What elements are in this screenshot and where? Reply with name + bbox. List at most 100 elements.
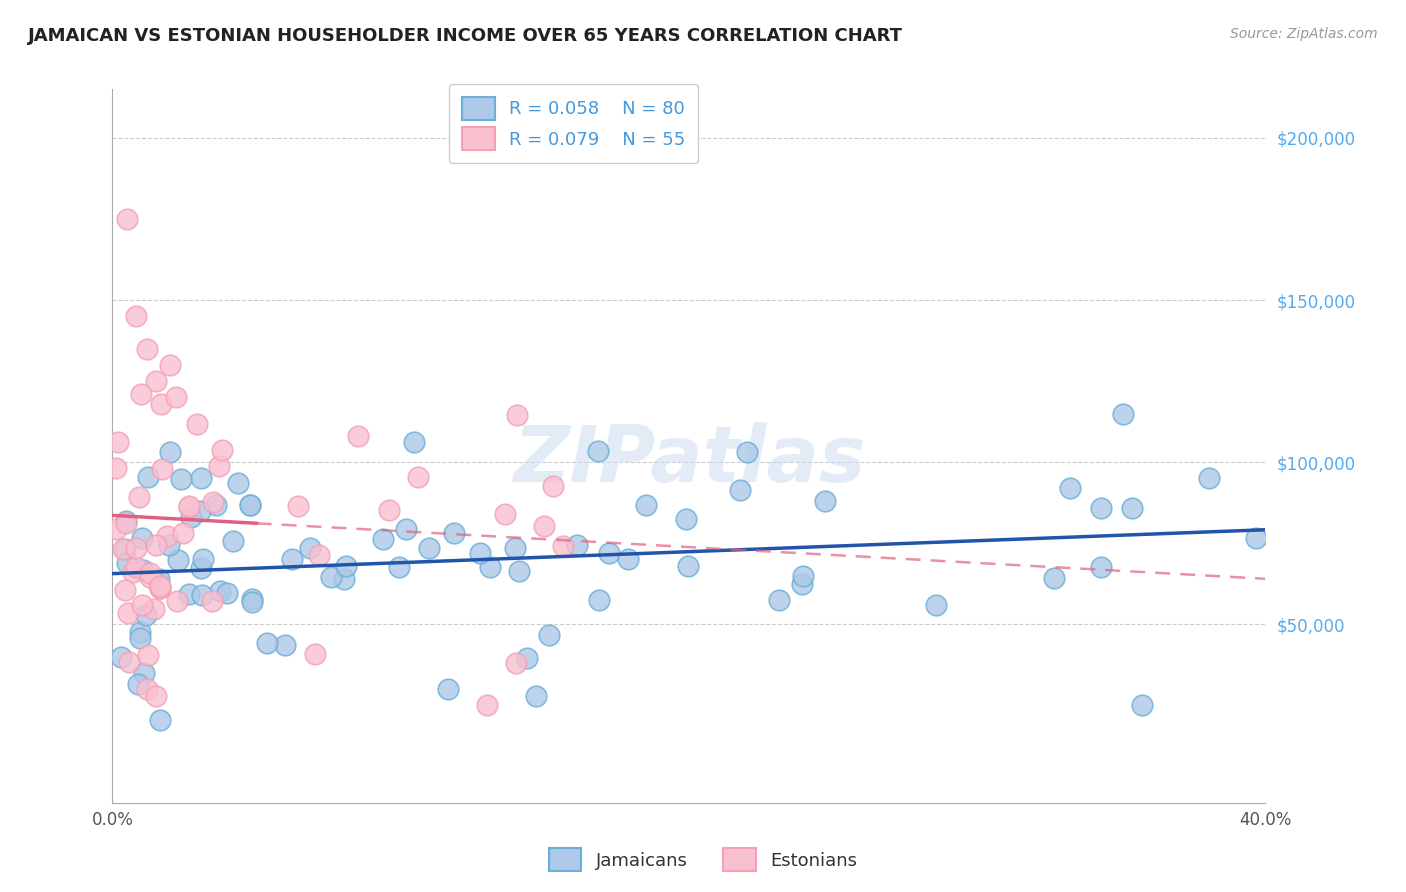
- Point: [118, 655, 141, 669]
- Point: [298, 541, 321, 555]
- Point: [190, 561, 212, 575]
- Point: [388, 559, 411, 574]
- Point: [136, 682, 159, 697]
- Point: [238, 498, 260, 512]
- Point: [107, 434, 129, 449]
- Point: [138, 566, 160, 580]
- Point: [1090, 560, 1112, 574]
- Legend: R = 0.058    N = 80, R = 0.079    N = 55: R = 0.058 N = 80, R = 0.079 N = 55: [450, 84, 697, 163]
- Point: [191, 551, 214, 566]
- Point: [150, 462, 173, 476]
- Point: [105, 522, 128, 536]
- Point: [149, 713, 172, 727]
- Point: [436, 682, 458, 697]
- Point: [347, 428, 370, 442]
- Point: [135, 607, 157, 622]
- Point: [790, 576, 813, 591]
- Point: [226, 475, 249, 490]
- Point: [179, 587, 201, 601]
- Point: [768, 593, 790, 607]
- Point: [477, 698, 499, 713]
- Point: [598, 545, 620, 559]
- Point: [110, 649, 132, 664]
- Point: [201, 495, 224, 509]
- Point: [190, 471, 212, 485]
- Point: [159, 445, 181, 459]
- Point: [730, 483, 752, 497]
- Point: [179, 500, 201, 514]
- Point: [541, 479, 564, 493]
- Point: [114, 542, 136, 557]
- Point: [735, 444, 758, 458]
- Point: [321, 570, 343, 584]
- Point: [1112, 407, 1135, 421]
- Point: [208, 458, 231, 473]
- Point: [145, 538, 167, 552]
- Point: [617, 552, 640, 566]
- Point: [166, 594, 188, 608]
- Point: [159, 358, 181, 372]
- Point: [588, 592, 610, 607]
- Point: [167, 553, 190, 567]
- Point: [208, 584, 231, 599]
- Point: [170, 472, 193, 486]
- Point: [114, 582, 136, 597]
- Point: [128, 491, 150, 505]
- Point: [814, 494, 837, 508]
- Point: [1090, 500, 1112, 515]
- Point: [505, 408, 527, 422]
- Point: [586, 444, 609, 458]
- Point: [256, 636, 278, 650]
- Point: [131, 599, 153, 613]
- Point: [925, 598, 948, 612]
- Point: [335, 558, 357, 573]
- Point: [117, 606, 139, 620]
- Point: [516, 651, 538, 665]
- Point: [274, 638, 297, 652]
- Point: [503, 541, 526, 556]
- Point: [172, 526, 194, 541]
- Point: [524, 689, 547, 703]
- Point: [418, 541, 440, 555]
- Point: [128, 631, 150, 645]
- Text: JAMAICAN VS ESTONIAN HOUSEHOLDER INCOME OVER 65 YEARS CORRELATION CHART: JAMAICAN VS ESTONIAN HOUSEHOLDER INCOME …: [28, 27, 903, 45]
- Point: [136, 648, 159, 662]
- Legend: Jamaicans, Estonians: Jamaicans, Estonians: [541, 841, 865, 879]
- Point: [478, 560, 501, 574]
- Point: [129, 387, 152, 401]
- Point: [378, 502, 401, 516]
- Point: [165, 390, 187, 404]
- Point: [201, 594, 224, 608]
- Point: [242, 592, 264, 607]
- Point: [131, 531, 153, 545]
- Point: [406, 469, 429, 483]
- Point: [222, 534, 245, 549]
- Point: [508, 564, 530, 578]
- Point: [308, 549, 330, 563]
- Point: [149, 581, 172, 595]
- Point: [148, 577, 170, 591]
- Point: [155, 529, 177, 543]
- Point: [211, 442, 233, 457]
- Point: [104, 461, 127, 475]
- Point: [373, 532, 395, 546]
- Point: [132, 666, 155, 681]
- Point: [124, 310, 146, 324]
- Point: [1121, 500, 1143, 515]
- Point: [188, 504, 211, 518]
- Point: [395, 522, 418, 536]
- Point: [240, 595, 263, 609]
- Point: [636, 498, 658, 512]
- Point: [148, 573, 170, 587]
- Point: [1130, 698, 1153, 713]
- Point: [468, 546, 491, 560]
- Point: [551, 540, 574, 554]
- Point: [287, 499, 309, 513]
- Point: [115, 211, 138, 226]
- Point: [215, 586, 238, 600]
- Point: [186, 417, 208, 431]
- Point: [149, 579, 172, 593]
- Point: [1198, 471, 1220, 485]
- Point: [142, 602, 165, 616]
- Point: [125, 541, 148, 555]
